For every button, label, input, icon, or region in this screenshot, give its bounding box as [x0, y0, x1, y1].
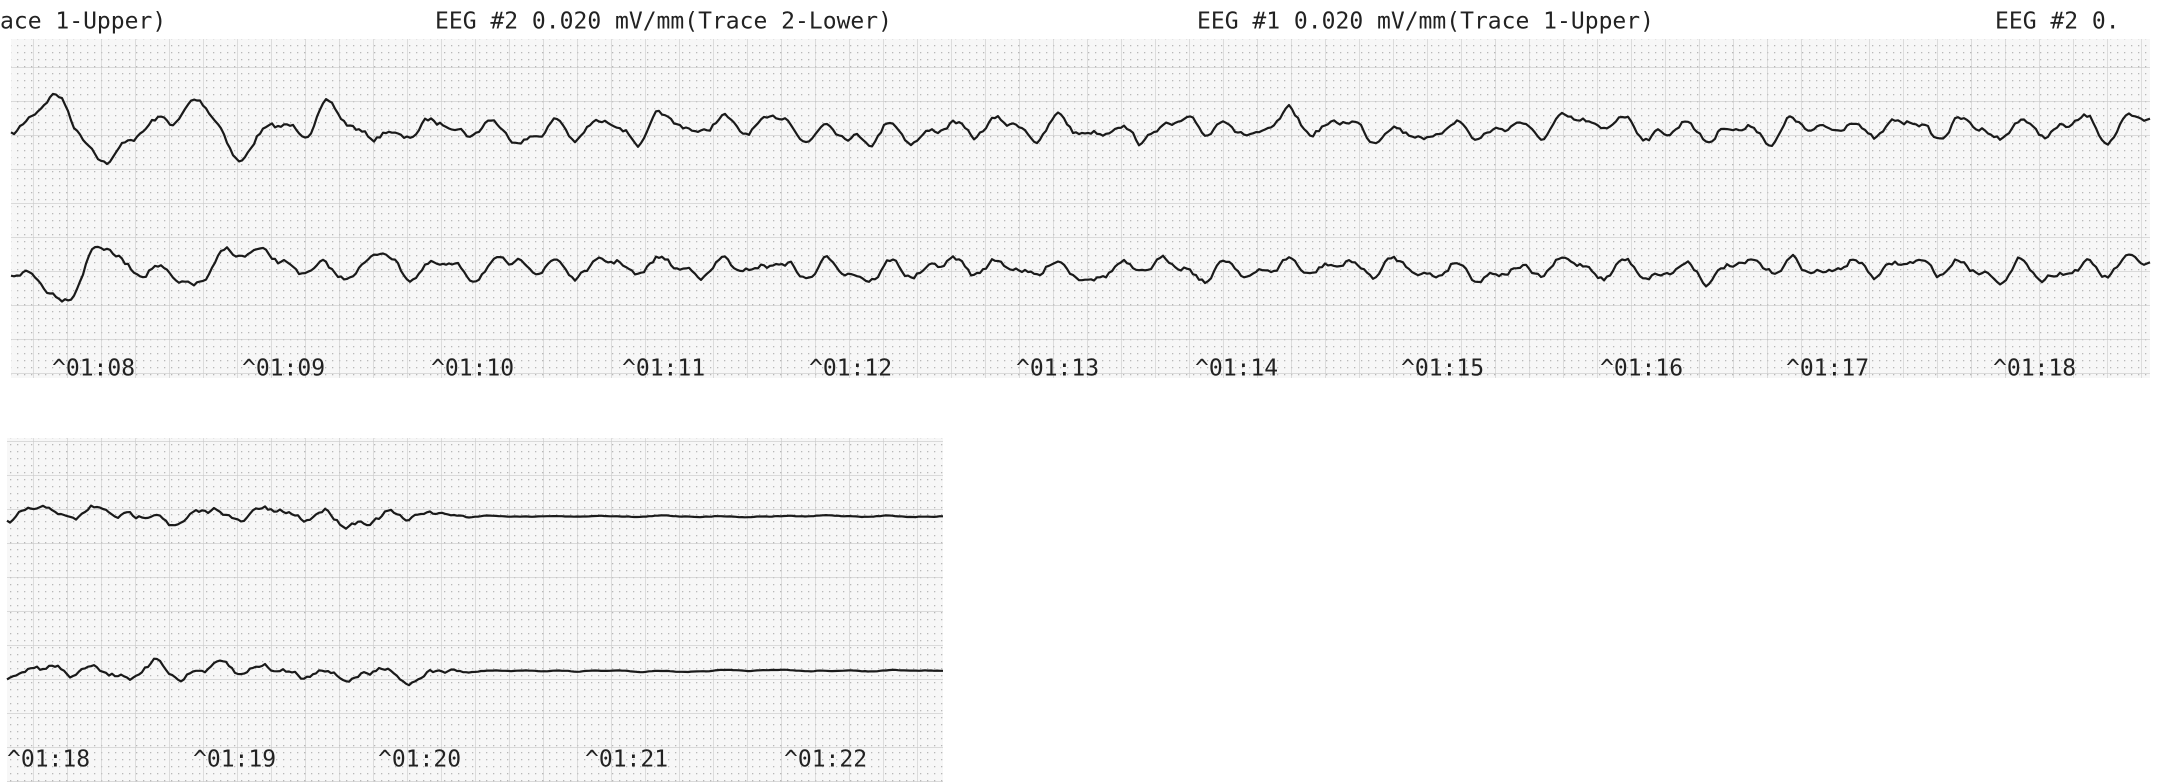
- header-label: EEG #2 0.: [1995, 9, 2120, 35]
- time-mark: ^01:19: [193, 747, 276, 773]
- header-label: EEG #2 0.020 mV/mm(Trace 2-Lower): [435, 9, 892, 35]
- major-grid: [7, 438, 943, 782]
- eeg-trace: [10, 92, 2151, 166]
- time-mark: ^01:16: [1600, 356, 1683, 382]
- time-mark: ^01:21: [585, 747, 668, 773]
- eeg-trace: [10, 245, 2151, 303]
- eeg-trace: [6, 657, 943, 687]
- header-label: EEG #1 0.020 mV/mm(Trace 1-Upper): [1197, 9, 1654, 35]
- time-mark: ^01:17: [1786, 356, 1869, 382]
- time-mark: ^01:15: [1401, 356, 1484, 382]
- time-mark: ^01:13: [1016, 356, 1099, 382]
- strip-bottom: ^01:18 ^01:19 ^01:20 ^01:21 ^01:22: [6, 438, 944, 782]
- time-mark: ^01:12: [809, 356, 892, 382]
- time-mark: ^01:18: [7, 747, 90, 773]
- time-mark: ^01:22: [784, 747, 867, 773]
- time-mark: ^01:09: [242, 356, 325, 382]
- time-mark: ^01:14: [1195, 356, 1278, 382]
- time-mark: ^01:20: [378, 747, 461, 773]
- eeg-trace: [6, 504, 944, 530]
- time-mark: ^01:08: [52, 356, 135, 382]
- time-mark: ^01:11: [622, 356, 705, 382]
- major-grid: [11, 39, 2150, 378]
- time-mark: ^01:10: [431, 356, 514, 382]
- strip-top: ^01:08 ^01:09 ^01:10 ^01:11 ^01:12 ^01:1…: [10, 39, 2151, 382]
- header-label: ace 1-Upper): [0, 9, 166, 35]
- time-mark: ^01:18: [1993, 356, 2076, 382]
